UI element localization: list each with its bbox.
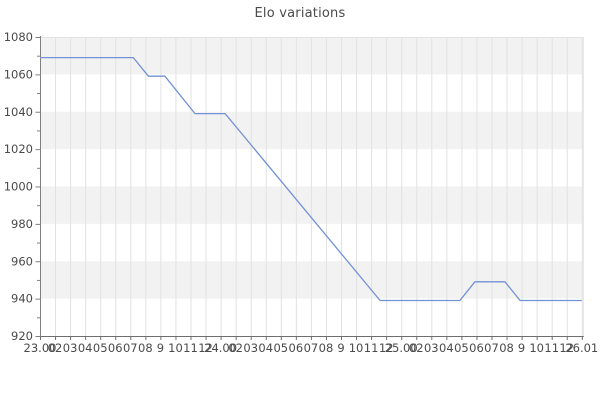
- x-tick-label: 07: [123, 341, 138, 355]
- x-tick-label: 10: [349, 341, 364, 355]
- x-tick-label: 11: [364, 341, 379, 355]
- y-tick-label: 920: [11, 329, 33, 343]
- x-tick-label: 26.01: [565, 341, 598, 355]
- x-tick-label: 12: [379, 341, 394, 355]
- x-tick-label: 12: [559, 341, 574, 355]
- y-tick-label: 1000: [4, 180, 33, 194]
- x-tick-label: 12: [198, 341, 213, 355]
- y-tick-label: 980: [11, 217, 33, 231]
- x-tick-label: 06: [469, 341, 484, 355]
- y-tick-label: 960: [11, 254, 33, 268]
- x-tick-label: 02: [409, 341, 424, 355]
- x-tick-label: 07: [484, 341, 499, 355]
- x-tick-label: 25.00: [385, 341, 418, 355]
- x-tick-label: 04: [258, 341, 273, 355]
- x-tick-label: 03: [424, 341, 439, 355]
- x-tick-label: 05: [454, 341, 469, 355]
- x-tick-label: 10: [168, 341, 183, 355]
- x-tick-label: 9: [157, 341, 164, 355]
- x-tick-label: 02: [48, 341, 63, 355]
- x-tick-label: 11: [183, 341, 198, 355]
- x-tick-label: 23.00: [24, 341, 57, 355]
- x-tick-label: 06: [289, 341, 304, 355]
- x-tick-label: 08: [499, 341, 514, 355]
- y-tick-label: 940: [11, 292, 33, 306]
- x-tick-label: 10: [529, 341, 544, 355]
- x-tick-label: 07: [304, 341, 319, 355]
- y-tick-label: 1040: [4, 105, 33, 119]
- chart-title: Elo variations: [254, 6, 346, 21]
- y-tick-label: 1080: [4, 30, 33, 44]
- x-tick-label: 03: [63, 341, 78, 355]
- x-tick-label: 11: [544, 341, 559, 355]
- y-tick-label: 1060: [4, 67, 33, 81]
- x-tick-label: 04: [78, 341, 93, 355]
- x-tick-label: 9: [518, 341, 525, 355]
- x-tick-label: 06: [108, 341, 123, 355]
- y-tick-label: 1020: [4, 142, 33, 156]
- elo-series-line: [40, 56, 582, 302]
- x-tick-label: 24.00: [204, 341, 237, 355]
- x-tick-label: 9: [337, 341, 344, 355]
- x-tick-label: 02: [228, 341, 243, 355]
- x-tick-label: 04: [439, 341, 454, 355]
- x-tick-label: 05: [273, 341, 288, 355]
- x-tick-label: 08: [138, 341, 153, 355]
- x-tick-label: 08: [319, 341, 334, 355]
- x-tick-label: 03: [243, 341, 258, 355]
- x-tick-label: 05: [93, 341, 108, 355]
